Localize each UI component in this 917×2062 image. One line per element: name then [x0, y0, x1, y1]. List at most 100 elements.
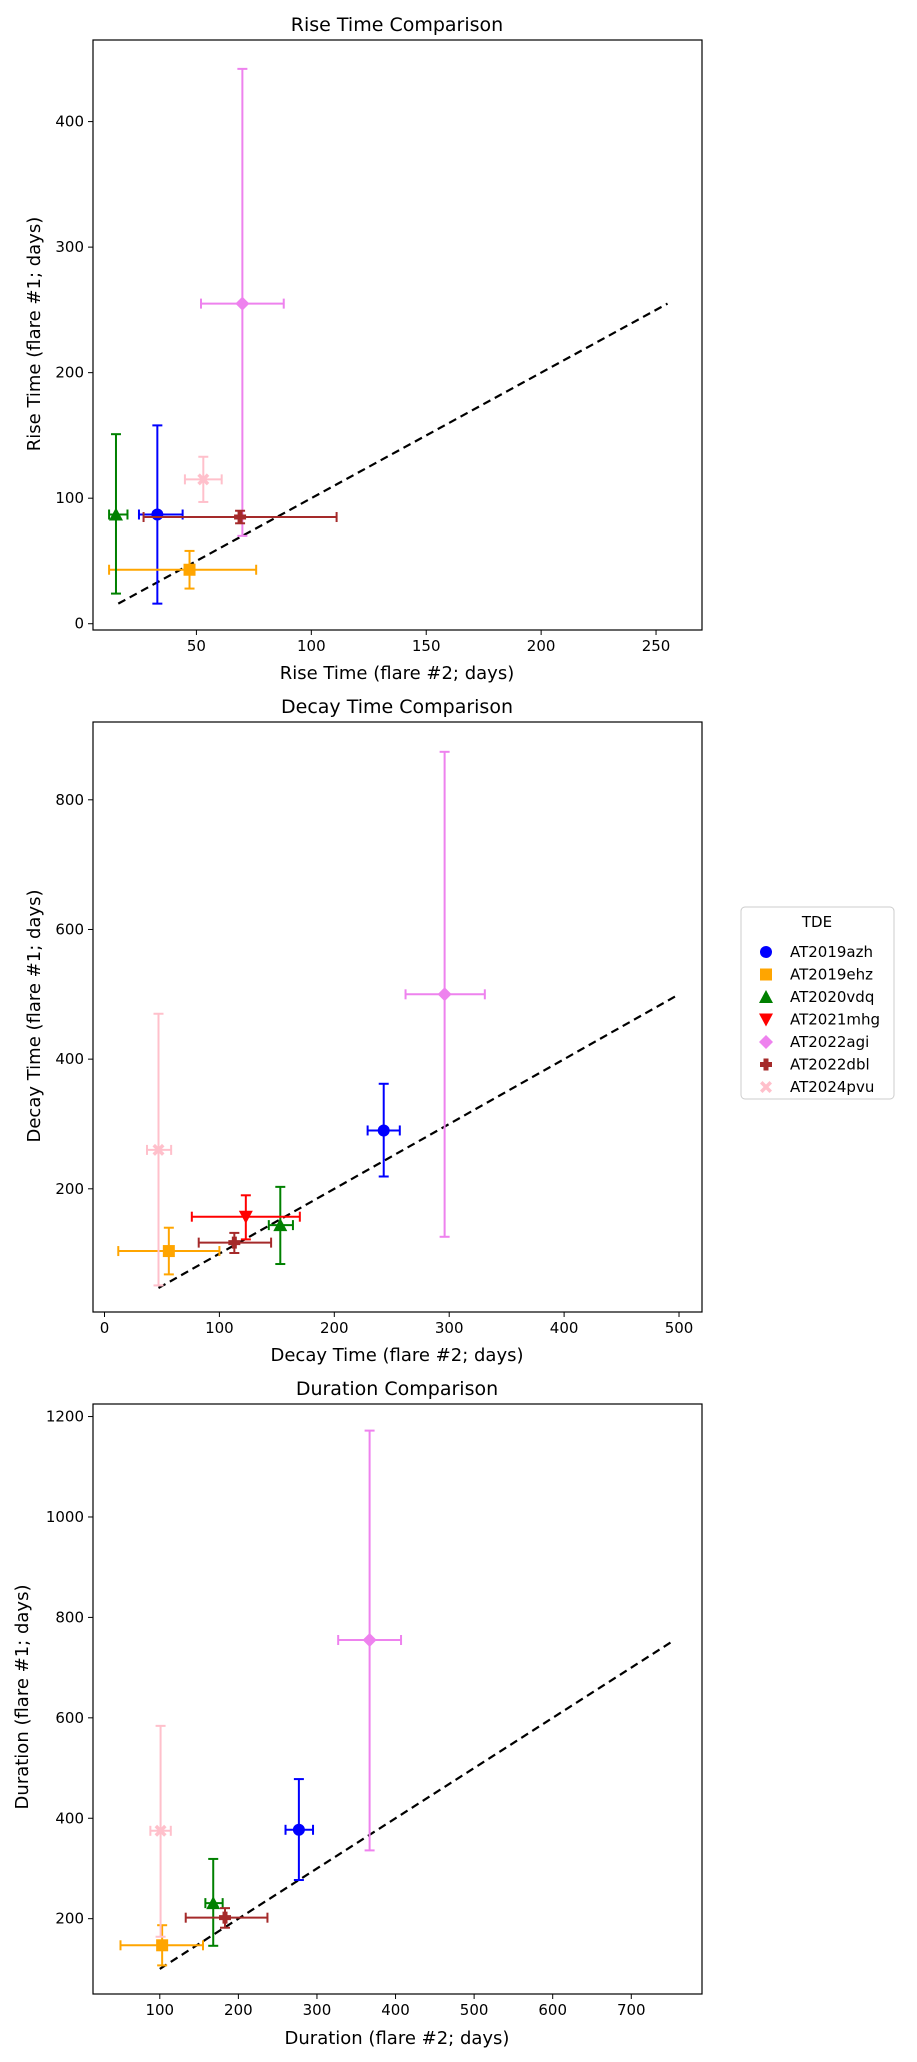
data-point-at2019azh [366, 1082, 401, 1178]
x-tick-label: 300 [303, 2001, 332, 2019]
marker-at2020vdq [108, 507, 123, 521]
y-tick-label: 800 [55, 791, 84, 809]
marker-at2019ehz [183, 563, 196, 576]
y-tick-label: 300 [55, 238, 84, 256]
data-point-at2019azh [284, 1778, 315, 1882]
one-to-one-line [159, 1639, 676, 1970]
marker-at2022dbl [228, 1236, 241, 1249]
data-point-at2024pvu [146, 1012, 173, 1287]
legend: TDE AT2019azh AT2019ehz AT2020vdq AT2021mhg… [740, 906, 895, 1100]
y-tick-label: 600 [55, 1709, 84, 1727]
y-tick-label: 1000 [46, 1508, 84, 1526]
decay-time-xlabel: Decay Time (flare #2; days) [270, 1345, 523, 1366]
decay-time-panel: Decay Time Comparison Decay Time (flare … [24, 696, 703, 1366]
rise-time-xlabel: Rise Time (flare #2; days) [280, 663, 514, 684]
y-tick-label: 400 [55, 113, 84, 131]
marker-at2024pvu [197, 473, 210, 486]
y-tick-label: 800 [55, 1608, 84, 1626]
decay-time-title: Decay Time Comparison [281, 696, 513, 718]
x-tick-label: 500 [665, 1319, 694, 1337]
data-point-at2024pvu [183, 455, 223, 503]
one-to-one-line [117, 302, 669, 605]
x-tick-label: 500 [460, 2001, 489, 2019]
y-tick-label: 600 [55, 920, 84, 938]
data-point-at2022dbl [184, 1907, 269, 1929]
data-point-at2019ehz [108, 549, 258, 590]
x-tick-label: 100 [297, 637, 326, 655]
rise-time-title: Rise Time Comparison [291, 14, 503, 36]
x-tick-label: 300 [435, 1319, 464, 1337]
legend-entry-at2019ehz: AT2019ehz [760, 966, 873, 984]
x-tick-label: 200 [224, 2001, 253, 2019]
legend-marker-at2024pvu [760, 1081, 772, 1093]
y-tick-label: 200 [55, 1180, 84, 1198]
data-point-at2022agi [200, 67, 285, 537]
x-tick-label: 200 [527, 637, 556, 655]
legend-frame [740, 906, 895, 1100]
legend-label-at2022agi: AT2022agi [790, 1033, 869, 1051]
legend-label-at2024pvu: AT2024pvu [790, 1078, 874, 1096]
legend-marker-at2022agi [759, 1035, 773, 1049]
marker-at2024pvu [152, 1143, 165, 1156]
axes-frame [92, 39, 703, 631]
x-tick-label: 200 [320, 1319, 349, 1337]
marker-at2019azh [377, 1124, 390, 1137]
legend-entry-at2022dbl: AT2022dbl [760, 1056, 870, 1074]
x-tick-label: 250 [642, 637, 671, 655]
data-point-at2022agi [337, 1429, 403, 1852]
data-point-at2022agi [404, 750, 486, 1238]
marker-at2020vdq [273, 1218, 288, 1232]
legend-title: TDE [801, 913, 832, 931]
legend-entry-at2022agi: AT2022agi [759, 1033, 869, 1051]
legend-marker-at2020vdq [759, 990, 773, 1003]
x-tick-label: 400 [550, 1319, 579, 1337]
legend-entry-at2024pvu: AT2024pvu [760, 1078, 874, 1096]
data-point-at2019ehz [119, 1924, 205, 1967]
marker-at2022agi [362, 1633, 377, 1647]
legend-entry-at2020vdq: AT2020vdq [759, 988, 874, 1006]
legend-label-at2020vdq: AT2020vdq [790, 988, 874, 1006]
axes-frame [92, 1403, 703, 1995]
y-tick-label: 0 [74, 615, 84, 633]
marker-at2022dbl [234, 511, 247, 524]
y-tick-label: 100 [55, 489, 84, 507]
data-point-at2020vdq [108, 433, 129, 595]
marker-at2019ehz [162, 1245, 175, 1258]
one-to-one-line [157, 993, 680, 1289]
x-tick-label: 50 [187, 637, 206, 655]
legend-entry-at2019azh: AT2019azh [760, 943, 873, 961]
x-tick-label: 600 [538, 2001, 567, 2019]
duration-title: Duration Comparison [296, 1378, 498, 1400]
decay-time-ylabel: Decay Time (flare #1; days) [24, 889, 45, 1142]
marker-at2024pvu [154, 1824, 167, 1837]
data-point-at2019ehz [117, 1226, 221, 1276]
duration-xlabel: Duration (flare #2; days) [285, 2028, 510, 2049]
legend-entry-at2021mhg: AT2021mhg [759, 1011, 880, 1029]
marker-at2020vdq [206, 1896, 221, 1910]
legend-marker-at2022dbl [760, 1058, 772, 1071]
x-tick-label: 700 [617, 2001, 646, 2019]
data-point-at2020vdq [204, 1857, 224, 1947]
data-point-at2022dbl [142, 509, 338, 525]
duration-panel: Duration Comparison Duration (flare #2; … [12, 1378, 703, 2049]
rise-time-ylabel: Rise Time (flare #1; days) [24, 217, 45, 451]
data-point-at2019azh [137, 424, 184, 605]
legend-label-at2022dbl: AT2022dbl [790, 1056, 870, 1074]
y-tick-label: 200 [55, 364, 84, 382]
data-point-at2022dbl [197, 1231, 273, 1254]
marker-at2022dbl [219, 1911, 232, 1924]
y-tick-label: 400 [55, 1050, 84, 1068]
x-tick-label: 100 [205, 1319, 234, 1337]
axes-frame [92, 721, 703, 1313]
x-tick-label: 100 [145, 2001, 174, 2019]
legend-label-at2021mhg: AT2021mhg [790, 1011, 880, 1029]
duration-ylabel: Duration (flare #1; days) [12, 1585, 33, 1810]
x-tick-label: 150 [412, 637, 441, 655]
x-tick-label: 0 [100, 1319, 110, 1337]
legend-marker-at2021mhg [759, 1013, 773, 1027]
y-tick-label: 400 [55, 1809, 84, 1827]
marker-at2022agi [235, 296, 250, 311]
marker-at2021mhg [238, 1210, 253, 1224]
legend-marker-at2019ehz [760, 968, 772, 981]
